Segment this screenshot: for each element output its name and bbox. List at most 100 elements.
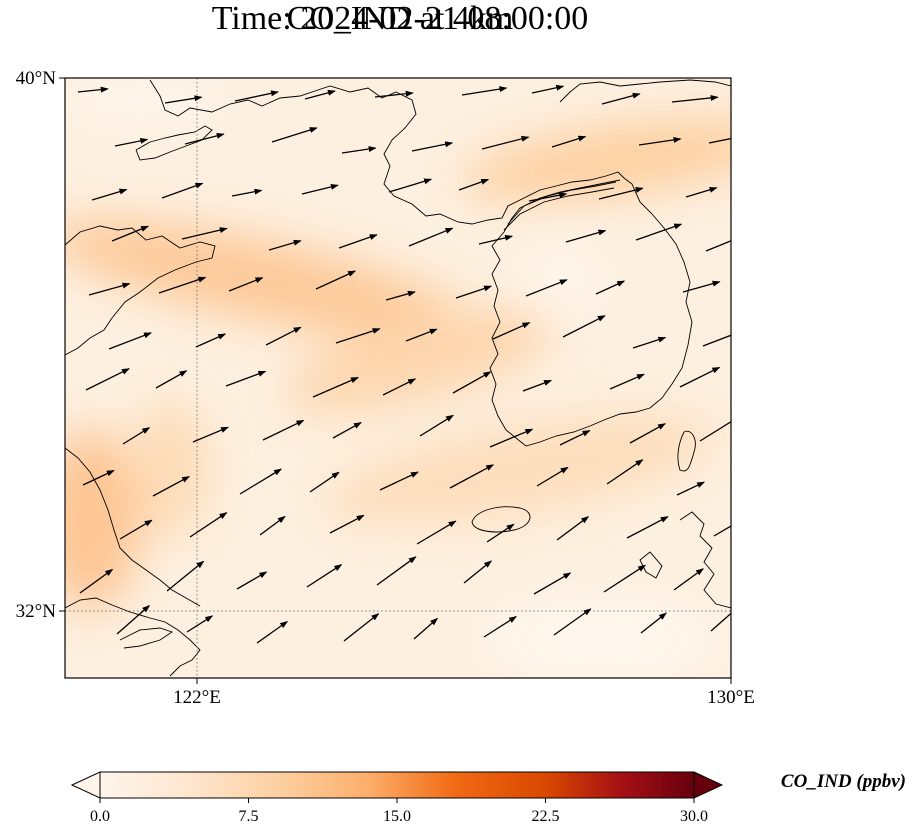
wind-vector-arrow (595, 280, 626, 295)
wind-vector-arrow (155, 370, 188, 389)
wind-vector-arrow (343, 613, 380, 642)
colorbar-tick-0: 0.0 (90, 808, 110, 825)
wind-vector-arrow (268, 239, 302, 251)
wind-vector-arrow (702, 334, 731, 347)
wind-vector-arrow (685, 186, 718, 198)
wind-vector-arrow (77, 86, 109, 93)
title-line-2: Time: 2024-02-21 08:00:00 (211, 0, 589, 37)
wind-vector-arrow (632, 336, 667, 349)
wind-vector-arrow (262, 419, 305, 441)
wind-vector-arrow (304, 89, 336, 100)
wind-vector-arrow (335, 328, 381, 344)
colorbar-tick-4: 30.0 (680, 808, 708, 825)
wind-vector-arrow (152, 476, 190, 497)
wind-vector-arrow (184, 132, 225, 145)
wind-vector-arrow (638, 136, 682, 146)
colorbar-tick-1: 7.5 (239, 808, 259, 825)
wind-vector-arrow (332, 422, 362, 439)
wind-vector-arrow (452, 371, 492, 394)
wind-vector-arrow (601, 92, 641, 105)
wind-vector-arrow (449, 464, 495, 489)
wind-vector-arrow (710, 612, 731, 632)
wind-vector-arrow (376, 556, 417, 586)
wind-vector-arrow (416, 520, 457, 545)
wind-vector-arrow (338, 234, 378, 249)
wind-vector-arrow (256, 621, 289, 644)
wind-vector-arrow (533, 572, 572, 595)
wind-vector-arrow (91, 188, 128, 201)
wind-vector-arrow (489, 428, 534, 448)
wind-vector-arrow (315, 270, 357, 290)
wind-vector-arrow (640, 612, 667, 634)
wind-vector-arrow (231, 188, 263, 197)
wind-vector-arrow (676, 481, 706, 496)
wind-vector-arrow (562, 315, 606, 338)
wind-vector-arrow (158, 276, 207, 294)
wind-vector-arrow (309, 471, 340, 493)
wind-vector-arrow (483, 616, 517, 638)
wind-vector-arrow (522, 379, 553, 392)
wind-vector-arrow (116, 604, 151, 635)
wind-vector-arrow (408, 227, 454, 247)
wind-vector-arrow (626, 516, 669, 539)
lat-label-32n: 32°N (16, 601, 57, 622)
wind-vector-arrow (463, 560, 492, 584)
wind-vector-arrow (565, 229, 607, 243)
wind-vector-arrow (195, 333, 227, 348)
wind-vector-arrow (164, 95, 203, 104)
wind-vector-arrow (259, 515, 286, 536)
wind-vector-arrow (556, 516, 590, 541)
wind-vector-arrow (271, 127, 318, 143)
wind-vector-arrow (671, 94, 719, 103)
wind-vector-arrow (405, 328, 438, 342)
lon-label-130e: 130°E (707, 687, 755, 708)
wind-vector-arrow (239, 468, 282, 495)
colorbar-extend-low (70, 771, 101, 799)
wind-vector-arrow (629, 423, 666, 444)
colorbar-extend-high (693, 771, 724, 799)
wind-vector-arrow (713, 525, 731, 537)
colorbar-title: CO_IND (ppbv) (781, 771, 906, 792)
wind-vector-arrow (679, 366, 721, 388)
wind-vector-arrow (181, 227, 228, 240)
wind-vector-arrow (192, 426, 229, 443)
wind-vector-arrow (536, 466, 569, 487)
colorbar-tick-3: 22.5 (532, 808, 560, 825)
axis-ticks (59, 77, 732, 684)
wind-vector-arrow (388, 178, 433, 193)
wind-vector-arrow (108, 332, 152, 350)
wind-vector-arrow (673, 568, 704, 591)
wind-vector-arrow (419, 414, 454, 437)
wind-vector-arrow (122, 427, 151, 445)
lon-label-122e: 122°E (173, 687, 221, 708)
wind-vector-arrow (329, 514, 365, 534)
wind-vectors (77, 84, 731, 644)
wind-vector-arrow (486, 523, 515, 543)
wind-vector-arrow (492, 322, 531, 340)
wind-vector-arrow (186, 615, 214, 633)
wind-vector-arrow (708, 137, 731, 144)
wind-vector-arrow (682, 280, 721, 293)
wind-vector-arrow (119, 519, 153, 540)
colorbar: 0.0 7.5 15.0 22.5 30.0 CO_IND (ppbv) (70, 771, 906, 825)
wind-vector-arrow (341, 146, 377, 154)
wind-vector-arrow (525, 279, 568, 297)
wind-vector-arrow (301, 183, 339, 195)
title-line-1: CO_IND at 4km (286, 0, 514, 37)
wind-vector-arrow (379, 471, 419, 491)
wind-vector-arrow (85, 368, 130, 391)
wind-vector-arrow (228, 277, 264, 292)
wind-vector-arrow (166, 560, 205, 592)
colorbar-gradient (99, 771, 695, 799)
wind-vector-arrow (606, 459, 644, 485)
wind-vector-arrow (234, 90, 279, 102)
wind-vector-arrow (413, 617, 439, 640)
wind-vector-arrow (374, 90, 414, 98)
wind-vector-arrow (598, 187, 644, 200)
wind-vector-arrow (705, 237, 731, 252)
wind-vector-arrow (265, 326, 302, 346)
wind-vector-arrow (699, 420, 731, 442)
lat-label-40n: 40°N (16, 68, 57, 89)
wind-vector-arrow (461, 86, 508, 96)
